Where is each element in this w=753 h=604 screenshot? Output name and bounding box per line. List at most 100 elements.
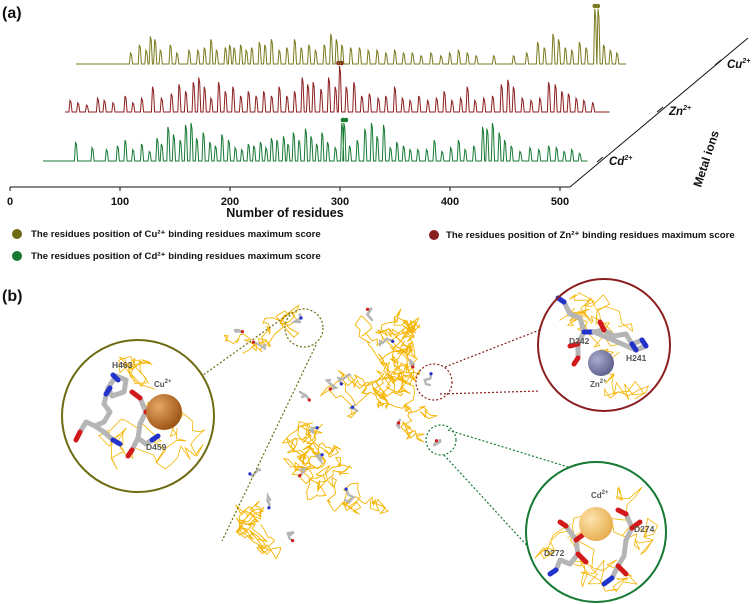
cu-zoom-circle: H463 D459 Cu2+ [61, 339, 215, 493]
zoomL-lines-trace-0 [139, 397, 205, 470]
residue-atom-13 [344, 487, 348, 491]
ion-tick-zn [656, 106, 664, 113]
x-tick-label-200: 200 [221, 196, 239, 208]
residue-atom-19 [315, 426, 319, 430]
ion-label-cd: Cd2+ [609, 155, 632, 168]
series-line-zn [65, 65, 610, 113]
series-zn [65, 60, 610, 113]
x-ticks: 0 100 200 300 400 500 [7, 187, 569, 208]
residue-atom-15 [320, 453, 324, 457]
x-tick-label-100: 100 [111, 196, 129, 208]
cu-residue-2-label: D459 [146, 442, 167, 452]
residue-stick-18 [395, 418, 402, 430]
residue-atom-2 [365, 307, 370, 311]
legend: The residues position of Cu²⁺ binding re… [12, 229, 735, 262]
cu-site-marker [284, 308, 324, 348]
ion-tick-cu [714, 59, 722, 66]
legend-text-cu: The residues position of Cu²⁺ binding re… [31, 229, 321, 240]
zn-connector-bottom [439, 390, 541, 395]
cu-connector-bottom [221, 344, 317, 542]
panel-a-label: (a) [2, 5, 22, 22]
x-tick-label-300: 300 [331, 196, 349, 208]
zn-ion-label: Zn2+ [590, 379, 607, 389]
panel-b-label: (b) [2, 288, 22, 305]
cu-circle-border [61, 339, 215, 493]
residue-stick-10 [432, 438, 442, 447]
zoomZ-lines-trace-0 [597, 348, 650, 401]
protein-structure: H463 D459 Cu2+ D242 H241 [61, 278, 671, 603]
backbone-segment-6 [400, 403, 438, 443]
max-score-marker-zn-b [339, 60, 344, 66]
zn-site-marker [415, 363, 453, 401]
backbone-segment-5 [235, 500, 282, 560]
zoomZ-lines-trace-1 [565, 292, 623, 347]
residue-stick-8 [408, 358, 416, 369]
zoomD-lines-trace-2 [611, 486, 659, 555]
residue-atom-14 [291, 539, 295, 543]
residue-stick-0 [233, 328, 244, 334]
residue-atom-5 [339, 382, 343, 386]
zoomL-lines-trace-2 [118, 355, 156, 390]
zoomL-lines-trace-1 [97, 419, 166, 470]
ion-label-cu: Cu2+ [727, 58, 750, 71]
residue-atom-12 [298, 473, 302, 478]
residue-atom-4 [328, 387, 332, 391]
residue-stick-14 [286, 530, 295, 542]
residue-atom-3 [391, 339, 395, 343]
cd-ion-label: Cd2+ [591, 490, 609, 500]
max-score-marker-cu-b [595, 3, 601, 9]
ion-tick-cd [596, 156, 604, 163]
cd-circle-border [525, 461, 667, 603]
legend-swatch-zn [429, 230, 439, 240]
residue-stick-13 [343, 487, 356, 504]
residue-stick-5 [336, 373, 352, 386]
x-axis-title: Number of residues [226, 206, 343, 220]
residue-score-chart: 0 100 200 300 400 500 Cd2+ Zn2+ Cu2+ Number of … [7, 3, 750, 220]
residue-atom-16 [251, 340, 255, 344]
protein-backbone [223, 304, 438, 560]
zn-zoom-circle: D242 H241 Zn2+ [537, 278, 671, 412]
backbone-segment-7 [391, 308, 421, 335]
residue-atom-18 [397, 421, 401, 425]
z-axis-title: Metal ions [690, 128, 722, 188]
residue-atom-6 [307, 398, 311, 402]
zn-connector-top [444, 321, 561, 368]
series-cd [43, 117, 588, 162]
backbone-segment-0 [223, 304, 300, 354]
residue-stick-16 [252, 340, 267, 351]
x-tick-label-500: 500 [551, 196, 569, 208]
residue-stick-9 [423, 372, 433, 387]
backbone-segment-3 [281, 421, 353, 501]
residue-stick-2 [365, 307, 374, 322]
zn-residue-1-label: D242 [569, 336, 590, 346]
cd-site-marker [425, 424, 457, 456]
max-score-marker-cd-b [343, 117, 349, 123]
residue-sticks [233, 307, 442, 543]
residue-stick-6 [298, 390, 311, 402]
legend-item-zn: The residues position of Zn²⁺ binding re… [429, 230, 735, 241]
series-line-cu [76, 8, 626, 65]
ion-label-zn: Zn2+ [668, 105, 691, 118]
backbone-segment-1 [354, 315, 416, 381]
cu-residue-1-label: H463 [112, 360, 133, 370]
cd-zoom-circle: Cd2+ D272 D274 [525, 461, 667, 603]
residue-atom-7 [350, 405, 355, 409]
legend-item-cu: The residues position of Cu²⁺ binding re… [12, 229, 321, 240]
x-tick-label-0: 0 [7, 196, 13, 208]
zn-zoom-sticks [555, 295, 649, 367]
residue-stick-4 [324, 378, 339, 391]
cd-residue-1-label: D272 [544, 548, 565, 558]
residue-stick-11 [266, 491, 272, 509]
backbone-segment-2 [319, 350, 420, 419]
residue-stick-19 [308, 426, 319, 435]
residue-atom-10 [435, 439, 439, 443]
legend-swatch-cu [12, 229, 22, 239]
residue-atom-0 [240, 330, 244, 334]
zn-ion-sphere [588, 350, 614, 376]
residue-atom-8 [411, 365, 415, 369]
legend-item-cd: The residues position of Cd²⁺ binding re… [12, 251, 321, 262]
series-line-cd [43, 122, 588, 162]
legend-text-zn: The residues position of Zn²⁺ binding re… [446, 230, 735, 241]
series-group [43, 3, 626, 162]
cd-zoom-sticks [547, 507, 643, 587]
